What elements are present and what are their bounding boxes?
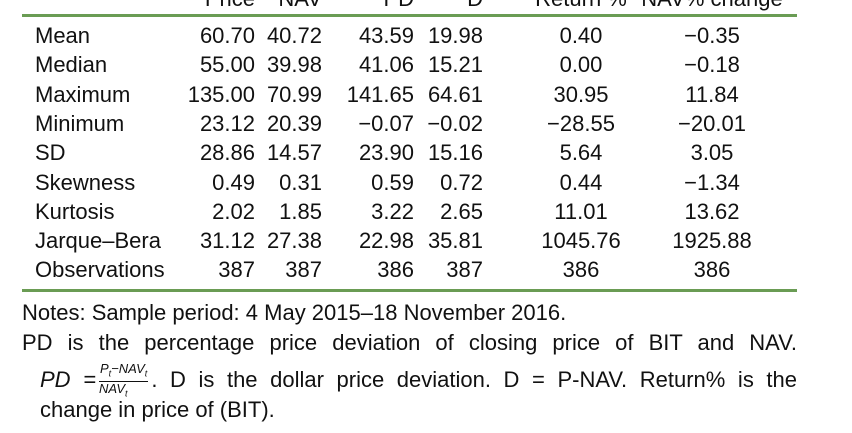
- cell: 19.98: [427, 23, 483, 48]
- cell: 20.39: [266, 110, 322, 136]
- num-sub: t: [108, 368, 112, 379]
- cell: 70.99: [266, 81, 322, 107]
- cell: 1925.88: [672, 228, 752, 254]
- cell: 0.00: [559, 52, 603, 78]
- row-label: Kurtosis: [35, 198, 115, 224]
- cell: 3.05: [690, 140, 734, 166]
- cell: −0.07: [358, 110, 414, 136]
- cell: 41.06: [358, 52, 414, 78]
- row-label: Mean: [35, 23, 91, 48]
- cell: 0.72: [440, 169, 483, 195]
- cell: 387: [285, 257, 322, 283]
- top-rule: [22, 14, 797, 17]
- cell: 13.62: [684, 198, 740, 224]
- cell: 0.44: [559, 169, 603, 195]
- cell: 0.49: [212, 169, 255, 195]
- cell: −1.34: [684, 169, 740, 195]
- column-header: Price: [205, 0, 255, 12]
- cell: −0.02: [427, 110, 483, 136]
- den: NAV: [99, 380, 126, 396]
- cell: 1.85: [279, 198, 322, 224]
- fraction: Pt−NAVt NAVt: [99, 361, 149, 400]
- cell: 0.59: [371, 169, 414, 195]
- cell: −0.35: [684, 23, 740, 48]
- cell: 23.90: [358, 140, 414, 166]
- cell: 40.72: [266, 23, 322, 48]
- row-label: Jarque–Bera: [35, 228, 161, 254]
- row-label: Minimum: [35, 110, 125, 136]
- cell: 386: [693, 257, 731, 283]
- column-header: PD: [383, 0, 414, 12]
- cell: −28.55: [547, 110, 615, 136]
- cell: 30.95: [553, 81, 609, 107]
- bottom-rule: [22, 289, 797, 292]
- cell: 3.22: [371, 198, 414, 224]
- cell: 387: [218, 257, 255, 283]
- note-pd: PD is the percentage price deviation of …: [22, 330, 797, 355]
- column-header: NAV% change: [612, 0, 812, 12]
- cell: 39.98: [266, 52, 322, 78]
- note-rest: . D is the dollar price deviation. D = P…: [151, 366, 797, 392]
- cell: −0.18: [684, 52, 740, 78]
- note-sample: Notes: Sample period: 4 May 2015–18 Nove…: [22, 300, 567, 325]
- cell: 35.81: [427, 228, 483, 254]
- cell: 23.12: [199, 110, 255, 136]
- cell: 55.00: [199, 52, 255, 78]
- cell: 141.65: [346, 81, 414, 107]
- cell: 135.00: [187, 81, 255, 107]
- cell: 386: [562, 257, 600, 283]
- row-label: Median: [35, 52, 108, 78]
- cell: 14.57: [266, 140, 322, 166]
- row-label: SD: [35, 140, 66, 166]
- cell: 386: [377, 257, 414, 283]
- cell: 28.86: [199, 140, 255, 166]
- cell: 15.16: [427, 140, 483, 166]
- cell: 2.02: [212, 198, 255, 224]
- cell: 0.40: [559, 23, 603, 48]
- cell: 60.70: [199, 23, 255, 48]
- column-header: D: [467, 0, 483, 12]
- formula-lhs: PD =: [40, 366, 96, 392]
- cell: 1045.76: [541, 228, 621, 254]
- num-sub: t: [144, 368, 148, 379]
- cell: 27.38: [266, 228, 322, 254]
- column-header: NAV: [278, 0, 322, 12]
- note-last: change in price of (BIT).: [40, 397, 275, 422]
- cell: 387: [446, 257, 483, 283]
- row-label: Skewness: [35, 169, 136, 195]
- cell: 2.65: [440, 198, 483, 224]
- cell: −20.01: [678, 110, 746, 136]
- cell: 31.12: [199, 228, 255, 254]
- cell: 15.21: [427, 52, 483, 78]
- cell: 11.84: [685, 81, 739, 107]
- note-formula: PD = Pt−NAVt NAVt. D is the dollar price d…: [40, 362, 797, 400]
- den-sub: t: [125, 388, 128, 399]
- row-label: Observations: [35, 257, 165, 283]
- cell: 64.61: [427, 81, 483, 107]
- row-label: Maximum: [35, 81, 131, 107]
- cell: 43.59: [358, 23, 414, 48]
- cell: 5.64: [559, 140, 603, 166]
- cell: 11.01: [554, 198, 608, 224]
- column-header: Return %: [481, 0, 681, 12]
- cell: 0.31: [279, 169, 322, 195]
- cell: 22.98: [358, 228, 414, 254]
- num: P: [100, 361, 109, 376]
- num: −NAV: [111, 361, 145, 376]
